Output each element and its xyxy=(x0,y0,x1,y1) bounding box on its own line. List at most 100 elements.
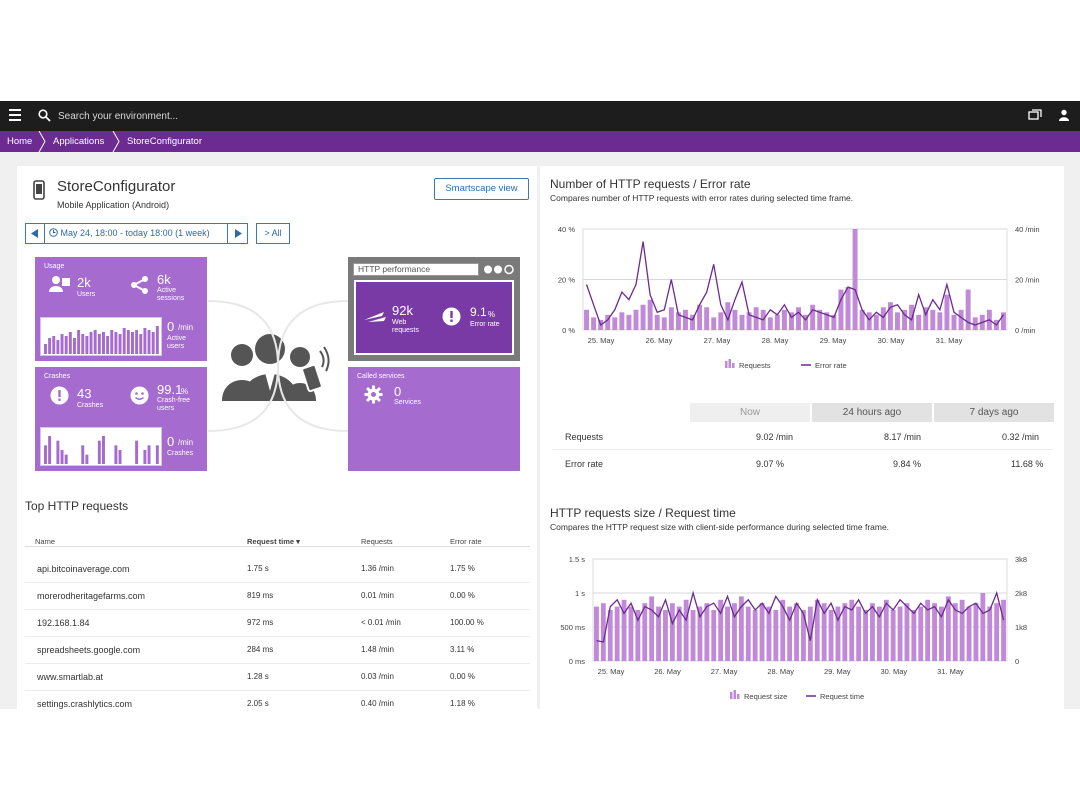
windows-icon[interactable] xyxy=(1028,109,1042,121)
bar xyxy=(661,317,667,330)
x-tick: 30. May xyxy=(878,336,905,345)
bar xyxy=(930,309,936,330)
compare-row: Error rate 9.07 % 9.84 % 11.68 % xyxy=(553,450,1053,477)
bar xyxy=(584,309,590,330)
called-services-label: Services xyxy=(394,399,421,406)
mini-bar xyxy=(73,338,76,354)
bar xyxy=(626,314,632,330)
bar xyxy=(980,593,986,661)
timeframe-prev-button[interactable] xyxy=(25,223,45,244)
chart1-plot[interactable]: 40 % 20 % 0 % 40 /min 20 /min 0 /min 25. May 26… xyxy=(545,219,1055,384)
chart2-subtitle: Compares the HTTP request size with clie… xyxy=(550,522,890,532)
bar xyxy=(883,599,889,661)
mini-bar xyxy=(118,334,122,354)
cell-error-rate: 1.18 % xyxy=(450,699,475,708)
http-performance-tile[interactable]: HTTP performance 92k Web requests 9.1 % … xyxy=(348,257,520,361)
bar xyxy=(945,596,951,661)
bar xyxy=(973,603,979,661)
called-services-tile[interactable]: Called services 0 Services xyxy=(348,367,520,471)
search-icon[interactable] xyxy=(38,109,51,122)
breadcrumb-current[interactable]: StoreConfigurator xyxy=(127,136,202,147)
bar xyxy=(951,314,957,330)
mini-bar xyxy=(81,334,85,354)
bar xyxy=(916,314,922,330)
col-request-time[interactable]: Request time ▾ xyxy=(247,537,300,546)
breadcrumb-applications[interactable]: Applications xyxy=(53,136,105,147)
bar xyxy=(859,309,865,330)
bar xyxy=(739,314,745,330)
all-label: All xyxy=(271,228,282,238)
cell-error-rate: 1.75 % xyxy=(450,564,475,573)
bar xyxy=(959,599,965,661)
col-requests[interactable]: Requests xyxy=(361,537,393,546)
legend-label: Request size xyxy=(744,692,787,701)
bar xyxy=(821,603,827,661)
bar xyxy=(725,606,730,661)
bar xyxy=(642,603,648,661)
compare-label: Requests xyxy=(565,432,604,442)
y-left-tick: 0 ms xyxy=(569,657,586,666)
crash-free-unit: % xyxy=(181,387,189,396)
tab-7-days-ago[interactable]: 7 days ago xyxy=(934,403,1054,422)
crash-bars xyxy=(44,436,159,464)
mini-bar xyxy=(85,454,89,464)
mini-bar xyxy=(60,450,64,464)
smartscape-view-button[interactable]: Smartscape view xyxy=(434,178,529,200)
table-row[interactable]: 192.168.1.84 972 ms < 0.01 /min 100.00 % xyxy=(25,610,530,637)
bar xyxy=(944,294,950,330)
users-value: 2k xyxy=(77,275,91,290)
users-label: Users xyxy=(77,291,96,298)
crash-rate-unit: /min xyxy=(178,438,194,447)
usage-tile[interactable]: Usage 2k Users 6k Active sessions 0 /min… xyxy=(35,257,207,361)
bar xyxy=(732,603,737,661)
compare-7d: 0.32 /min xyxy=(1002,432,1040,442)
table-row[interactable]: morerodheritagefarms.com 819 ms 0.01 /min 0… xyxy=(25,583,530,610)
mini-bar xyxy=(122,328,126,354)
legend-bar-icon xyxy=(737,694,740,699)
table-row[interactable]: api.bitcoinaverage.com 1.75 s 1.36 /min 1.7… xyxy=(25,556,530,583)
timeframe-selector[interactable]: May 24, 18:00 - today 18:00 (1 week) xyxy=(44,223,228,244)
col-name[interactable]: Name xyxy=(35,537,56,546)
cell-request-time: 1.28 s xyxy=(247,672,269,681)
caret-left-icon xyxy=(31,229,38,238)
x-tick: 29. May xyxy=(824,667,851,676)
mini-bar xyxy=(143,450,147,464)
tab-24-hours-ago[interactable]: 24 hours ago xyxy=(812,403,932,422)
alert-icon xyxy=(50,386,69,405)
x-tick: 27. May xyxy=(704,336,731,345)
user-icon[interactable] xyxy=(1058,109,1070,121)
timeframe-all-button[interactable]: > All xyxy=(256,223,290,244)
timeframe-next-button[interactable] xyxy=(227,223,248,244)
hamburger-menu-icon[interactable] xyxy=(9,109,21,123)
called-services-value: 0 xyxy=(394,384,402,399)
y-left-tick: 1 s xyxy=(575,589,585,598)
x-tick: 28. May xyxy=(767,667,794,676)
crash-free-label-2: users xyxy=(157,405,175,412)
comparison-table: Requests 9.02 /min 8.17 /min 0.32 /min E… xyxy=(553,423,1053,476)
table-row[interactable]: settings.crashlytics.com 2.05 s 0.40 /min 1… xyxy=(25,691,530,709)
bar xyxy=(838,289,844,330)
bar xyxy=(870,603,875,661)
x-tick: 25. May xyxy=(598,667,625,676)
web-requests-value: 92k xyxy=(392,303,413,318)
breadcrumb-home[interactable]: Home xyxy=(7,136,33,147)
tab-now[interactable]: Now xyxy=(690,403,810,422)
app-window: Home Applications StoreConfigurator Stor… xyxy=(0,101,1080,709)
bar xyxy=(807,606,813,661)
search-input[interactable] xyxy=(58,108,358,124)
bar xyxy=(923,307,929,330)
cell-requests: 1.48 /min xyxy=(361,645,394,654)
bar xyxy=(824,312,830,330)
y-right-tick: 0 xyxy=(1015,657,1019,666)
mini-bar xyxy=(93,330,97,354)
table-row[interactable]: spreadsheets.google.com 284 ms 1.48 /min 3.… xyxy=(25,637,530,664)
share-icon xyxy=(131,276,148,294)
col-error-rate[interactable]: Error rate xyxy=(450,537,482,546)
usage-minichart xyxy=(40,317,162,356)
mini-bar xyxy=(64,454,68,464)
bar xyxy=(732,309,738,330)
table-row[interactable]: www.smartlab.at 1.28 s 0.03 /min 0.00 % xyxy=(25,664,530,691)
chart2-plot[interactable]: 1.5 s 1 s 500 ms 0 ms 3k8 2k8 1k8 0 25. May 26. M… xyxy=(545,549,1055,707)
compare-24h: 9.84 % xyxy=(893,459,922,469)
crashes-tile[interactable]: Crashes 43 Crashes 99.1 % Crash-free use… xyxy=(35,367,207,471)
